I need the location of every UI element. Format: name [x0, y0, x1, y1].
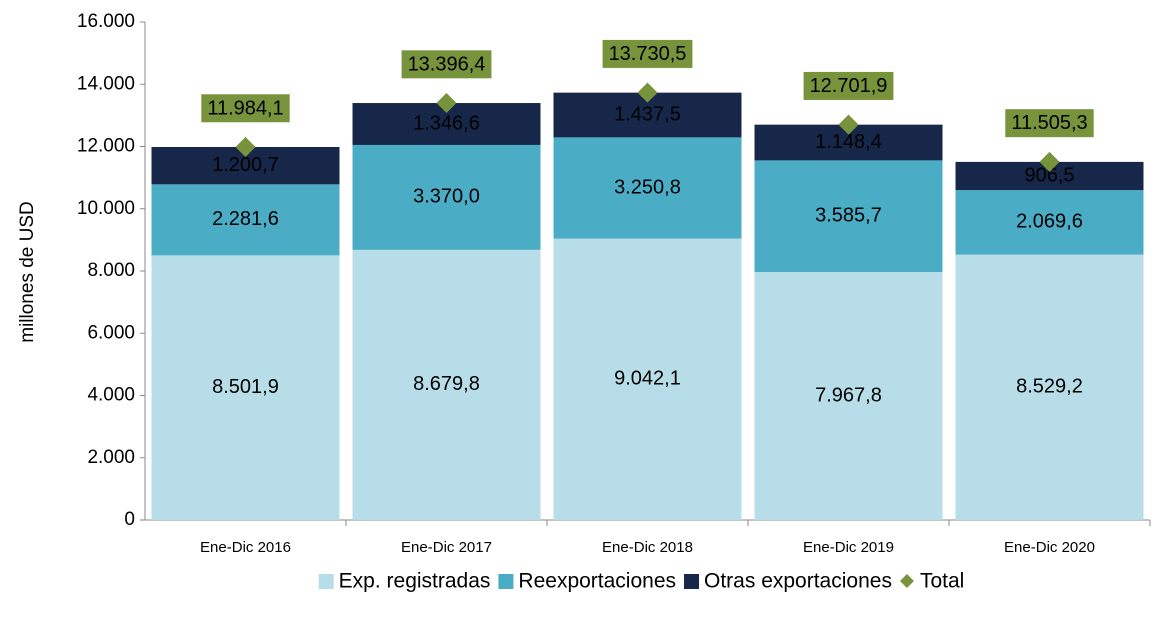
total-label-box	[1005, 109, 1094, 138]
legend-swatch	[498, 574, 514, 589]
total-label: 11.984,1	[207, 97, 283, 119]
bar-label: 1.148,4	[815, 131, 882, 153]
bar-label: 8.529,2	[1016, 376, 1083, 398]
total-label-box	[201, 94, 290, 123]
y-tick-label: 8.000	[87, 260, 135, 281]
legend-swatch	[899, 574, 914, 588]
total-marker	[235, 136, 256, 157]
legend-label: Total	[920, 570, 964, 593]
total-label: 13.730,5	[609, 43, 687, 65]
bar-segment	[352, 144, 541, 250]
bar-label: 3.250,8	[614, 176, 681, 198]
y-tick-label: 16.000	[77, 11, 135, 32]
x-tick-label: Ene-Dic 2020	[1004, 539, 1095, 556]
bar-label: 906,5	[1024, 164, 1074, 186]
legend-label: Reexportaciones	[518, 570, 676, 593]
y-tick-label: 12.000	[77, 136, 135, 157]
bar-label: 9.042,1	[614, 368, 681, 390]
bar-segment	[553, 238, 742, 520]
total-marker	[637, 82, 658, 103]
y-tick-label: 2.000	[87, 447, 135, 468]
bar-segment	[553, 137, 742, 239]
total-label-box	[602, 39, 693, 68]
legend-label: Otras exportaciones	[704, 570, 892, 593]
y-tick-label: 0	[124, 509, 135, 530]
y-axis-label: millones de USD	[17, 201, 38, 343]
total-marker	[838, 114, 859, 135]
bar-label: 2.281,6	[212, 208, 279, 230]
bar-label: 1.346,6	[413, 112, 480, 134]
y-tick-label: 14.000	[77, 73, 135, 94]
bar-segment	[955, 190, 1144, 255]
y-tick-label: 4.000	[87, 385, 135, 406]
bar-segment	[754, 272, 943, 520]
bar-label: 1.437,5	[614, 103, 681, 125]
x-tick-label: Ene-Dic 2016	[200, 539, 291, 556]
total-marker	[436, 93, 457, 114]
bar-label: 1.200,7	[212, 154, 279, 176]
total-label: 11.505,3	[1011, 112, 1087, 134]
y-tick-label: 10.000	[77, 198, 135, 219]
total-label: 13.396,4	[408, 53, 486, 75]
legend-swatch	[318, 574, 334, 589]
bar-label: 8.679,8	[413, 373, 480, 395]
y-tick-label: 6.000	[87, 322, 135, 343]
legend-label: Exp. registradas	[339, 570, 491, 593]
total-marker	[1039, 151, 1060, 172]
x-tick-label: Ene-Dic 2018	[602, 539, 693, 556]
bar-segment	[754, 160, 943, 273]
bar-label: 8.501,9	[212, 376, 279, 398]
bar-segment	[151, 255, 340, 520]
bar-label: 7.967,8	[815, 384, 882, 406]
bar-segment	[352, 249, 541, 520]
total-label-box	[803, 71, 894, 100]
bar-segment	[955, 254, 1144, 520]
bar-segment	[151, 184, 340, 256]
bar-label: 2.069,6	[1016, 211, 1083, 233]
x-tick-label: Ene-Dic 2019	[803, 539, 894, 556]
bar-label: 3.370,0	[413, 186, 480, 208]
legend-swatch	[684, 574, 700, 589]
total-label-box	[401, 50, 492, 79]
bar-label: 3.585,7	[815, 204, 882, 226]
total-label: 12.701,9	[810, 75, 888, 97]
x-tick-label: Ene-Dic 2017	[401, 539, 492, 556]
